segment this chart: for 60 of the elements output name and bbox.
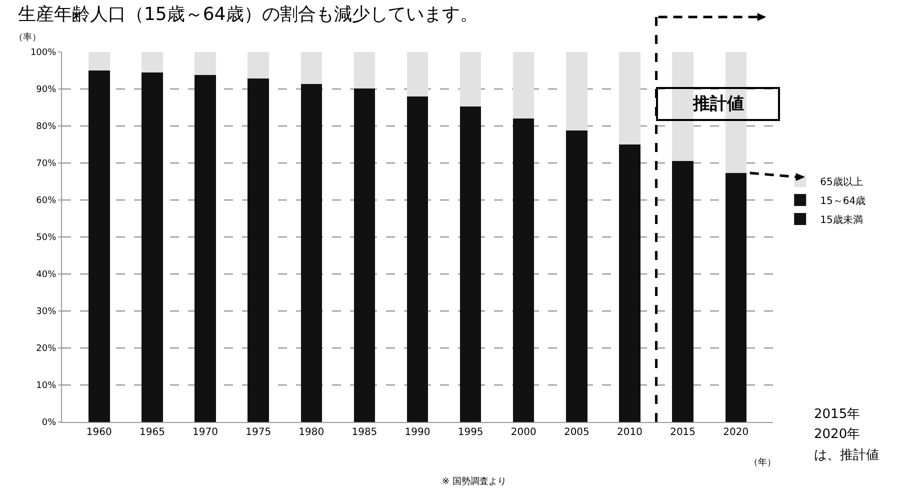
text: は、推計値 xyxy=(814,448,879,463)
y-tick-label: 70% xyxy=(36,159,57,170)
x-tick-label: 2015 xyxy=(670,427,696,438)
x-tick-label: 1975 xyxy=(246,427,272,438)
chart-title: 生産年齢人口（15歳～64歳）の割合も減少しています。 xyxy=(18,4,478,26)
bar xyxy=(725,172,746,422)
text: ※ 国勢調査より xyxy=(442,476,506,487)
y-axis-title: （率） xyxy=(14,32,41,43)
y-tick-label: 10% xyxy=(36,381,57,392)
x-tick-label: 1990 xyxy=(404,427,430,438)
bar xyxy=(406,96,428,422)
bar xyxy=(354,52,376,89)
y-tick-label: 40% xyxy=(36,270,57,280)
y-tick-label: 20% xyxy=(36,344,57,354)
text: 2020年 xyxy=(814,427,860,442)
bar xyxy=(142,52,163,72)
x-tick-label: 2010 xyxy=(617,427,642,438)
bar xyxy=(406,52,428,96)
ref-line-label: 推計値 xyxy=(692,94,744,114)
bar xyxy=(142,72,163,422)
x-tick-label: 1965 xyxy=(139,427,165,438)
y-tick-label: 80% xyxy=(36,122,57,132)
bar xyxy=(248,52,269,79)
bar xyxy=(88,70,110,422)
x-tick-label: 1995 xyxy=(458,427,484,438)
bar xyxy=(354,88,376,422)
bar xyxy=(194,52,216,75)
text: 2015年 xyxy=(814,407,860,422)
y-tick-label: 0% xyxy=(42,418,57,428)
legend-label: 15～64歳 xyxy=(820,194,866,207)
bar xyxy=(619,144,640,422)
bar xyxy=(513,118,534,422)
bar xyxy=(194,74,216,422)
bar xyxy=(88,52,110,70)
x-tick-label: 2000 xyxy=(510,427,536,438)
y-tick-label: 100% xyxy=(30,48,57,58)
y-tick-label: 30% xyxy=(36,307,57,318)
x-tick-label: 1960 xyxy=(86,427,112,438)
y-tick-label: 90% xyxy=(36,85,57,96)
bar xyxy=(460,106,482,422)
bar xyxy=(300,52,322,84)
bar xyxy=(300,84,322,422)
x-tick-label: 2005 xyxy=(564,427,590,438)
x-axis-title: （年） xyxy=(749,457,776,468)
legend-label: 65歳以上 xyxy=(820,176,863,188)
x-tick-label: 1980 xyxy=(298,427,324,438)
x-tick-label: 1970 xyxy=(192,427,218,438)
bar xyxy=(513,52,534,119)
y-tick-label: 50% xyxy=(36,233,57,244)
bar xyxy=(619,52,640,144)
legend-label: 15歳未満 xyxy=(820,214,863,226)
x-tick-label: 1985 xyxy=(352,427,378,438)
bar xyxy=(566,52,588,130)
x-tick-label: 2020 xyxy=(723,427,749,438)
y-tick-label: 60% xyxy=(36,196,57,206)
bar xyxy=(460,52,482,106)
bar xyxy=(672,52,694,162)
bar xyxy=(248,78,269,422)
bar xyxy=(566,130,588,422)
bar xyxy=(672,161,694,422)
